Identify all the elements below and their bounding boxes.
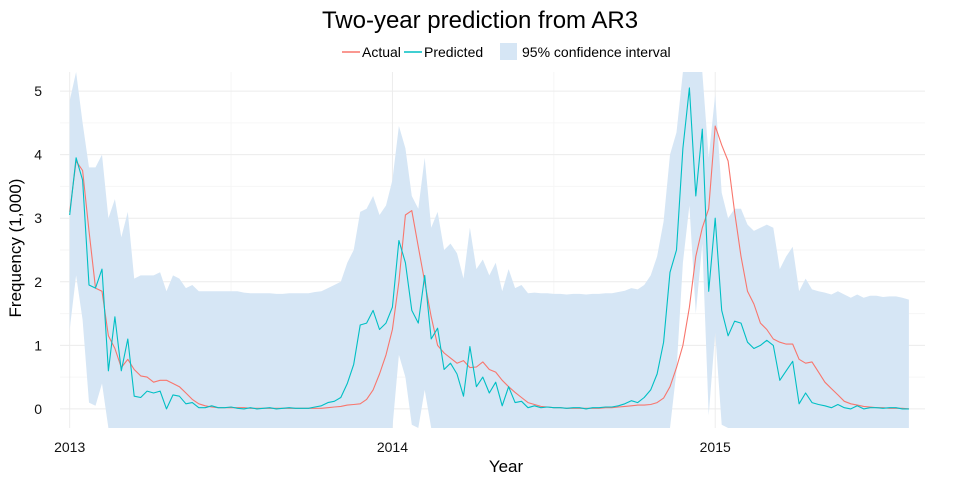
legend-ci-label: 95% confidence interval [522,44,671,60]
plot-area [69,72,909,428]
x-axis: 2013 2014 2015 [54,439,731,455]
y-tick-label: 3 [34,210,42,226]
y-axis: 0 1 2 3 4 5 [34,83,42,417]
legend-actual-label: Actual [362,44,401,60]
y-tick-label: 5 [34,83,42,99]
y-axis-title: Frequency (1,000) [6,179,25,318]
legend-predicted-label: Predicted [424,44,483,60]
legend: Actual Predicted 95% confidence interval [342,43,671,60]
y-tick-label: 4 [34,147,42,163]
series-line-predicted [69,87,909,410]
y-tick-label: 1 [34,337,42,353]
x-tick-label: 2015 [700,439,731,455]
x-axis-title: Year [489,457,524,476]
chart-title: Two-year prediction from AR3 [322,7,638,34]
x-tick-label: 2014 [377,439,408,455]
y-tick-label: 2 [34,274,42,290]
legend-ci-swatch [500,43,517,60]
x-tick-label: 2013 [54,439,85,455]
y-tick-label: 0 [34,401,42,417]
